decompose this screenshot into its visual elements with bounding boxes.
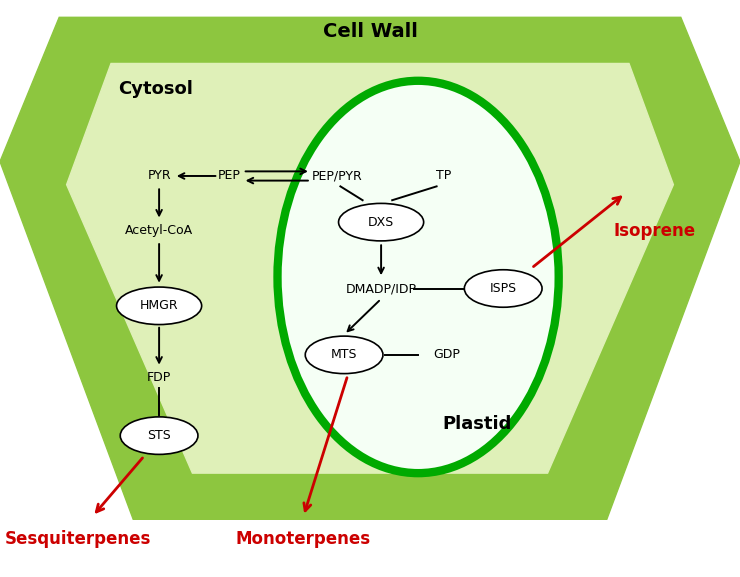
Text: TP: TP — [437, 170, 451, 182]
Text: Isoprene: Isoprene — [614, 222, 696, 240]
Text: DXS: DXS — [368, 216, 394, 228]
Text: Plastid: Plastid — [443, 415, 512, 433]
Text: MTS: MTS — [331, 349, 357, 361]
Text: Cell Wall: Cell Wall — [323, 23, 417, 41]
Text: Cytosol: Cytosol — [118, 80, 193, 99]
Text: PYR: PYR — [147, 170, 171, 182]
Polygon shape — [67, 63, 673, 473]
Ellipse shape — [339, 203, 424, 241]
Ellipse shape — [278, 81, 559, 473]
Text: FDP: FDP — [147, 372, 171, 384]
Ellipse shape — [116, 287, 201, 324]
Text: PEP/PYR: PEP/PYR — [312, 170, 362, 182]
Text: Sesquiterpenes: Sesquiterpenes — [4, 530, 151, 549]
Text: DMADP/IDP: DMADP/IDP — [346, 282, 417, 295]
Text: HMGR: HMGR — [140, 299, 178, 312]
Ellipse shape — [120, 417, 198, 455]
Polygon shape — [0, 17, 740, 519]
Text: Monoterpenes: Monoterpenes — [236, 530, 371, 549]
Ellipse shape — [465, 269, 542, 307]
Text: Acetyl-CoA: Acetyl-CoA — [125, 224, 193, 237]
Text: ISPS: ISPS — [490, 282, 517, 295]
Text: STS: STS — [147, 429, 171, 442]
Text: GDP: GDP — [433, 349, 460, 361]
Text: PEP: PEP — [218, 170, 240, 182]
Ellipse shape — [306, 336, 383, 374]
